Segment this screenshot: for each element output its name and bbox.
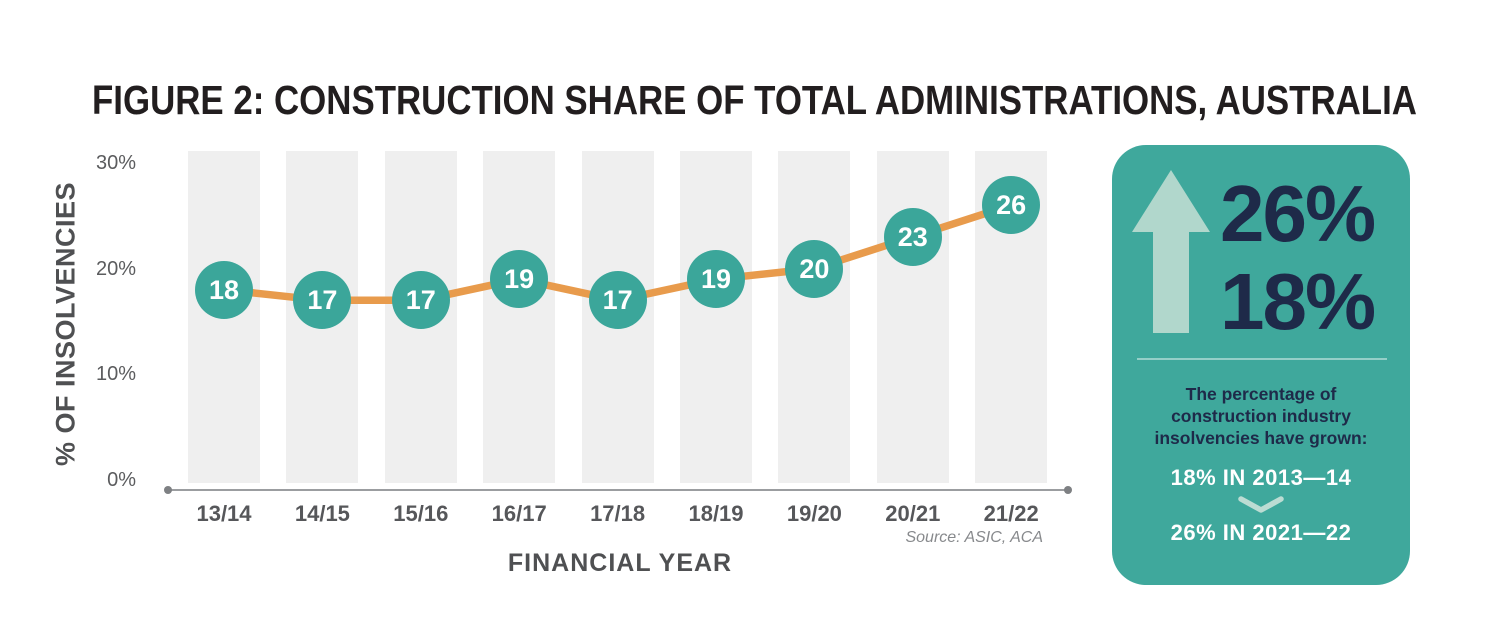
chevron-down-icon — [1238, 496, 1284, 513]
x-tick-label: 21/22 — [983, 501, 1039, 526]
panel-divider — [1137, 358, 1387, 360]
stat-value-bottom: 18% — [1220, 257, 1376, 346]
stat-panel: 26% 18% The percentage of construction in… — [1112, 145, 1410, 585]
data-point-marker: 20 — [785, 239, 844, 298]
panel-description: The percentage of construction industry in… — [1130, 383, 1392, 449]
column-background — [778, 151, 851, 483]
x-axis-title: FINANCIAL YEAR — [507, 549, 733, 577]
panel-description-line: The percentage of — [1185, 384, 1337, 404]
data-point-marker: 23 — [883, 207, 942, 266]
x-tick-label: 14/15 — [294, 501, 350, 526]
column-background — [680, 151, 752, 483]
up-arrow-icon — [1132, 170, 1210, 333]
panel-description-line: construction industry — [1171, 406, 1351, 426]
axis-endpoint-dot-right — [1064, 486, 1072, 494]
figure-title: FIGURE 2: CONSTRUCTION SHARE OF TOTAL AD… — [92, 77, 1417, 124]
x-tick-label: 13/14 — [196, 501, 252, 526]
panel-description-line: insolvencies have grown: — [1154, 428, 1368, 448]
y-tick-label: 10% — [95, 363, 136, 386]
stat-value-top: 26% — [1220, 169, 1376, 258]
stat-to: 26% IN 2021—22 — [1170, 520, 1352, 545]
column-background — [876, 151, 949, 483]
axis-endpoint-dot-left — [164, 486, 172, 494]
data-point-marker: 17 — [293, 271, 352, 330]
stat-from: 18% IN 2013—14 — [1170, 465, 1352, 490]
data-point-marker: 19 — [490, 250, 549, 309]
data-point-marker: 17 — [588, 271, 647, 330]
data-point-marker: 17 — [391, 271, 450, 330]
x-tick-label: 15/16 — [393, 501, 449, 526]
y-tick-label: 30% — [95, 151, 136, 174]
x-tick-label: 17/18 — [590, 501, 646, 526]
y-axis-title: % OF INSOLVENCIES — [50, 181, 81, 467]
y-tick-label: 20% — [95, 257, 136, 280]
column-background — [483, 151, 556, 483]
data-point-marker: 26 — [982, 176, 1041, 235]
x-tick-label: 18/19 — [688, 501, 744, 526]
source-note: Source: ASIC, ACA — [905, 529, 1043, 546]
x-tick-label: 20/21 — [885, 501, 941, 526]
y-tick-label: 0% — [107, 469, 136, 491]
x-tick-label: 19/20 — [786, 501, 842, 526]
data-point-marker: 19 — [687, 250, 745, 309]
x-axis-line — [168, 489, 1068, 491]
x-tick-label: 16/17 — [491, 501, 547, 526]
data-point-marker: 18 — [195, 260, 253, 319]
